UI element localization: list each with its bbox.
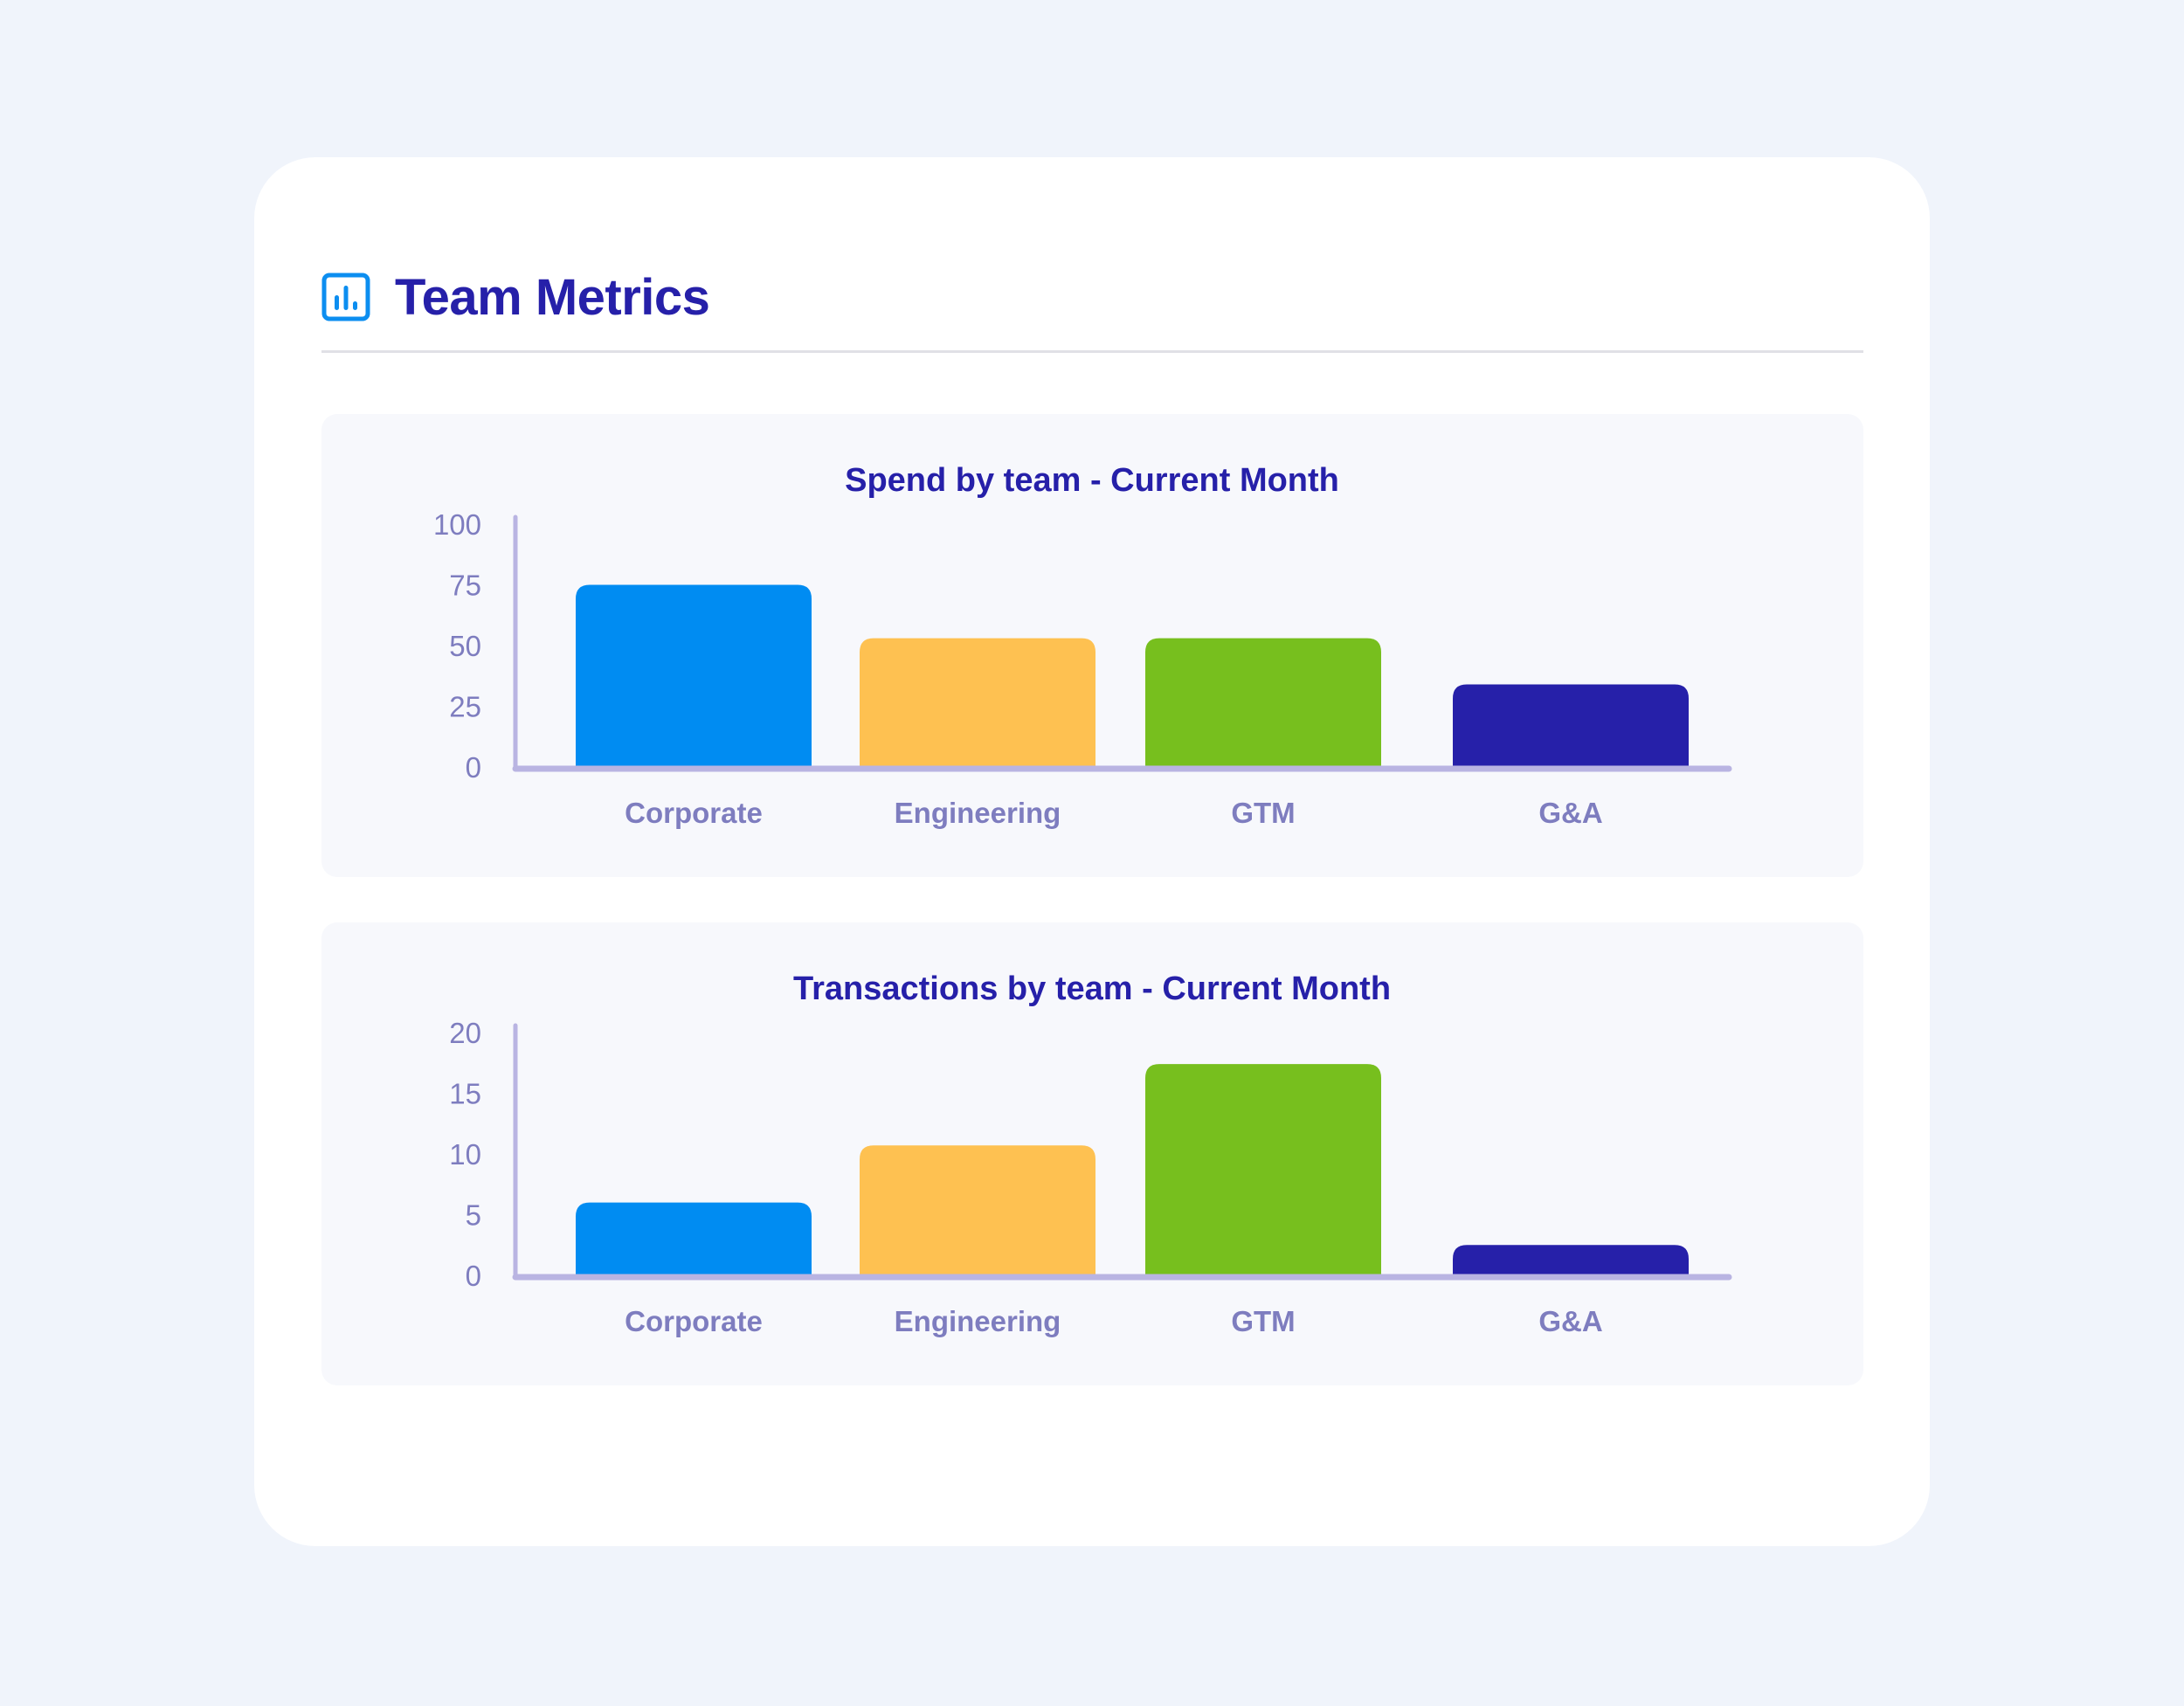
y-tick-label: 10 — [449, 1138, 481, 1171]
bar-engineering — [860, 638, 1095, 767]
x-category-label: GTM — [1231, 797, 1295, 829]
y-tick-label: 15 — [449, 1078, 481, 1110]
spend-bar-chart: Spend by team - Current Month 0 25 50 75 100 C… — [433, 462, 1732, 829]
transactions-bar-chart: Transactions by team - Current Month 0 5 10… — [449, 970, 1732, 1337]
bar-gtm — [1145, 1064, 1381, 1275]
y-tick-label: 0 — [466, 1260, 481, 1292]
bar-g-a — [1453, 1245, 1689, 1275]
x-category-label: G&A — [1538, 1305, 1602, 1337]
transactions-chart-panel: Transactions by team - Current Month 0 5 10… — [321, 922, 1863, 1385]
team-metrics-card: Team Metrics Spend by team - Current Mon… — [254, 157, 1930, 1546]
chart-title: Transactions by team - Current Month — [793, 970, 1391, 1007]
y-tick-label: 25 — [449, 691, 481, 723]
bar-engineering — [860, 1145, 1095, 1275]
chart-title: Spend by team - Current Month — [845, 462, 1339, 499]
x-category-label: Corporate — [625, 797, 763, 829]
x-category-label: Engineering — [895, 1305, 1061, 1337]
y-tick-label: 75 — [449, 570, 481, 602]
bar-corporate — [576, 1202, 812, 1275]
bar-gtm — [1145, 638, 1381, 767]
y-tick-label: 50 — [449, 630, 481, 662]
y-tick-label: 20 — [449, 1017, 481, 1049]
card-header: Team Metrics — [321, 253, 710, 341]
header-divider — [321, 350, 1863, 353]
bar-g-a — [1453, 684, 1689, 767]
x-category-label: GTM — [1231, 1305, 1295, 1337]
spend-chart-panel: Spend by team - Current Month 0 25 50 75 100 C… — [321, 414, 1863, 877]
bar-chart-icon — [321, 273, 370, 321]
y-tick-label: 0 — [466, 751, 481, 784]
x-category-label: Corporate — [625, 1305, 763, 1337]
x-category-label: G&A — [1538, 797, 1602, 829]
page-title: Team Metrics — [395, 268, 710, 326]
y-tick-label: 100 — [433, 508, 481, 541]
y-tick-label: 5 — [466, 1199, 481, 1232]
bar-corporate — [576, 584, 812, 767]
x-category-label: Engineering — [895, 797, 1061, 829]
